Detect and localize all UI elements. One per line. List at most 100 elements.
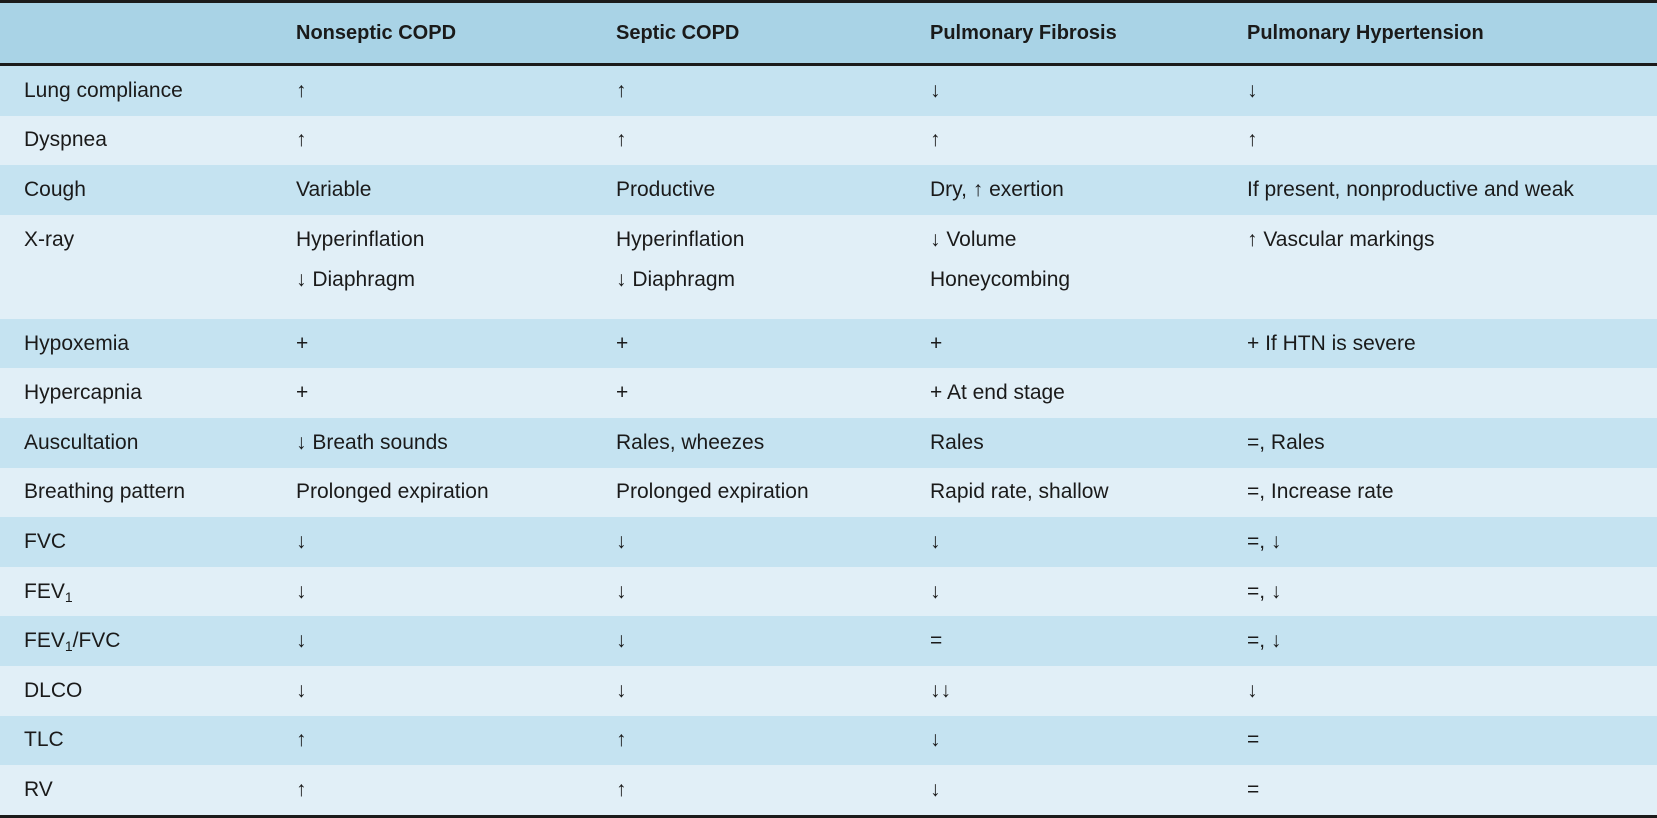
table-cell: ↓ [930,777,941,801]
row-label: Breathing pattern [0,468,296,518]
table-cell: ↑ [1247,128,1258,152]
row-label-text: X-ray [24,227,75,251]
table-cell: Hyperinflation ↓ Diaphragm [296,215,616,319]
row-label: Hypercapnia [0,368,296,418]
row-label: FVC [0,517,296,567]
table-cell: ↓ [930,78,941,102]
table-cell: ↓ Volume Honeycombing [930,215,1247,319]
row-label-suffix: /FVC [72,629,121,653]
row-label-text: RV [24,777,53,801]
row-label-text: Auscultation [24,430,139,454]
row-label: TLC [0,716,296,766]
table-cell: ↓ [1247,678,1258,702]
cell-line: Hyperinflation [616,227,745,251]
cell-line: ↑ Vascular markings [1247,227,1435,251]
row-label: Dyspnea [0,116,296,166]
table-cell: = [1247,728,1260,752]
table-cell: =, Rales [1247,430,1325,454]
table-cell: Prolonged expiration [616,480,809,504]
table-row: Cough Variable Productive Dry, ↑ exertion If… [0,165,1657,215]
table-cell: Rales, wheezes [616,430,765,454]
cell-line: Hyperinflation [296,227,425,251]
row-label-text: Cough [24,177,86,201]
table-cell: + [930,331,943,355]
table-cell: ↓ [616,529,627,553]
table-cell: ↑ [616,128,627,152]
column-header: Pulmonary Hypertension [1247,21,1484,44]
table-cell: Prolonged expiration [296,480,489,504]
cell-line: ↓ Diaphragm [296,267,416,291]
row-label-text: TLC [24,728,64,752]
table-cell: = [930,629,943,653]
header-blank [0,2,296,65]
table-row: Lung compliance ↑ ↑ ↓ ↓ [0,64,1657,116]
row-label: FEV1 [0,567,296,617]
table-cell: + [616,331,629,355]
table-cell: ↓ [930,529,941,553]
table-cell: =, ↓ [1247,629,1282,653]
table-cell: ↑ [296,78,307,102]
table-cell: =, Increase rate [1247,480,1394,504]
table-row: FEV1 ↓ ↓ ↓ =, ↓ [0,566,1657,617]
table-cell: ↓ [616,629,627,653]
row-label-text: Hypercapnia [24,381,142,405]
table-cell: ↑ [616,728,627,752]
column-header: Pulmonary Fibrosis [930,21,1117,44]
table-cell: ↓ [930,728,941,752]
table-cell: + [616,381,629,405]
row-label: Hypoxemia [0,319,296,369]
table-cell: ↓ [616,579,627,603]
table-cell: ↓↓ [930,678,951,702]
row-label-text: Hypoxemia [24,331,130,355]
row-label: Auscultation [0,418,296,468]
row-label-subscript: 1 [64,638,73,655]
table-row: TLC ↑ ↑ ↓ = [0,715,1657,766]
table-cell: ↑ Vascular markings [1247,215,1657,319]
table-cell: ↓ [296,678,307,702]
table-cell: + If HTN is severe [1247,331,1416,355]
table-cell: ↑ [616,78,627,102]
table-cell: ↓ [296,529,307,553]
table-row: DLCO ↓ ↓ ↓↓ ↓ [0,665,1657,716]
row-label-text: DLCO [24,678,83,702]
table-cell: ↓ [296,579,307,603]
table-cell: Variable [296,177,372,201]
table-cell: = [1247,777,1260,801]
row-label-text: FEV [24,629,65,653]
table-row: FEV1/FVC ↓ ↓ = =, ↓ [0,616,1657,666]
row-label-text: FVC [24,529,66,553]
table-cell: ↓ [1247,78,1258,102]
table-cell: Dry, ↑ exertion [930,177,1064,201]
table-cell: =, ↓ [1247,529,1282,553]
table-cell: Rales [930,430,984,454]
table-row: Dyspnea ↑ ↑ ↑ ↑ [0,115,1657,166]
cell-line: Honeycombing [930,267,1071,291]
row-label: FEV1/FVC [0,616,296,666]
table-cell: ↑ [296,128,307,152]
table-cell: Hyperinflation ↓ Diaphragm [616,215,930,319]
row-label: X-ray [0,215,296,319]
table-row: X-ray Hyperinflation ↓ Diaphragm Hyperinfla… [0,214,1657,319]
cell-line: ↓ Volume [930,227,1017,251]
row-label-text: Breathing pattern [24,480,186,504]
table-cell: + [296,331,309,355]
header-row: Nonseptic COPD Septic COPD Pulmonary Fibro… [0,1,1657,65]
table-row: Hypercapnia + + + At end stage [0,368,1657,418]
row-label: RV [0,765,296,816]
table-cell: ↑ [616,777,627,801]
table-cell: Rapid rate, shallow [930,480,1109,504]
table-cell: ↓ Breath sounds [296,430,448,454]
row-label-text: Dyspnea [24,128,107,152]
row-label-text: FEV [24,579,65,603]
table-cell: ↑ [930,128,941,152]
row-label-text: Lung compliance [24,78,183,102]
table-cell: + [296,381,309,405]
table-row: RV ↑ ↑ ↓ = [0,765,1657,817]
table-row: Hypoxemia + + + + If HTN is severe [0,318,1657,369]
column-header: Nonseptic COPD [296,21,457,44]
table-cell: ↓ [930,579,941,603]
table-cell: =, ↓ [1247,579,1282,603]
cell-line: ↓ Diaphragm [616,267,736,291]
column-header: Septic COPD [616,21,740,44]
